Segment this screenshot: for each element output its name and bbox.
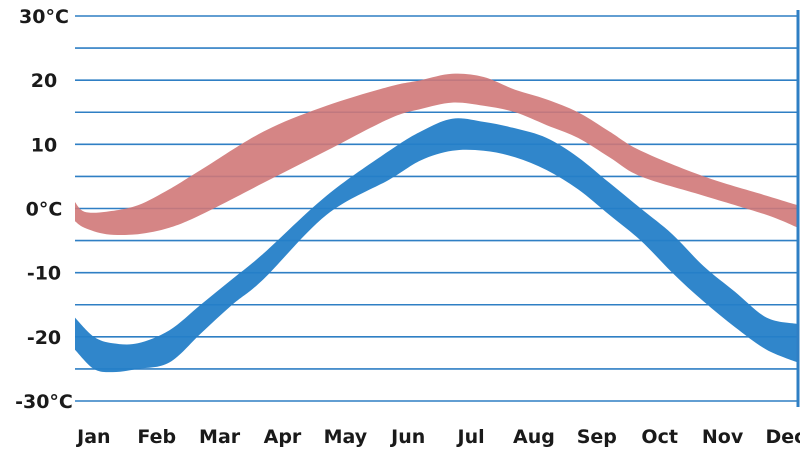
x-tick-label: Aug [513,426,555,448]
y-tick-label: -30°C [15,391,73,413]
y-tick-label: 10 [31,134,57,156]
x-axis-labels: Jan Feb Mar Apr May Jun Jul Aug Sep Oct Nov Dec [75,426,800,448]
y-axis-labels: 30°C 20 10 0°C -10 -20 -30°C [15,6,73,413]
x-tick-label: Mar [199,426,241,448]
x-tick-label: Feb [137,426,176,448]
y-tick-label: 20 [31,70,57,92]
temperature-band-1 [75,73,798,235]
x-tick-label: Jan [75,426,110,448]
y-tick-label: -10 [27,263,61,285]
y-tick-label: -20 [27,327,61,349]
x-tick-label: Jul [456,426,485,448]
x-tick-label: Jun [389,426,425,448]
temperature-band-2 [75,118,798,373]
x-tick-label: Sep [577,426,617,448]
x-tick-label: Nov [702,426,744,448]
x-tick-label: Dec [765,426,800,448]
x-tick-label: Oct [641,426,678,448]
x-tick-label: Apr [264,426,302,448]
chart-series [75,73,798,373]
y-tick-label: 30°C [19,6,69,28]
x-tick-label: May [324,426,368,448]
y-tick-label: 0°C [26,199,63,221]
